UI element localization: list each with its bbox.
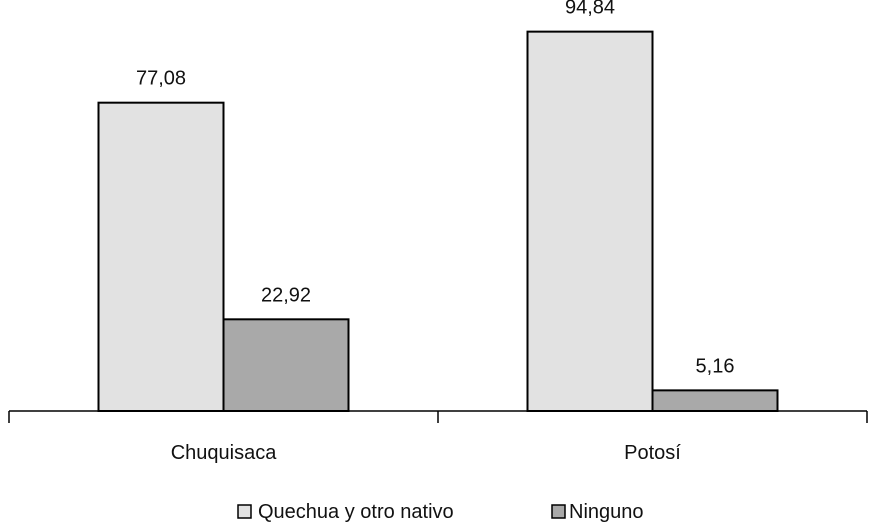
legend-label: Quechua y otro nativo [258,501,454,523]
x-tick-label: Chuquisaca [171,442,278,464]
legend-swatch [237,504,252,519]
bar-chuquisaca-series-2 [222,318,350,413]
data-label: 5,16 [696,355,735,377]
bar-potos--series-2 [651,389,779,412]
data-label: 77,08 [136,68,186,90]
data-label: 94,84 [565,0,615,19]
legend-label: Ninguno [569,501,644,523]
bar-chuquisaca-series-1 [97,101,225,413]
data-labels-group: 77,08 22,92 94,84 5,16 [136,0,735,377]
x-axis-ticks [8,411,868,423]
data-label: 22,92 [261,284,311,306]
x-tick-label: Potosí [624,442,681,464]
legend: Quechua y otro nativo Ninguno [237,501,644,523]
x-axis-tick-labels: Chuquisaca Potosí [171,442,682,464]
bars-group [97,30,779,413]
bar-potos--series-1 [526,30,654,412]
legend-swatch [551,504,566,519]
